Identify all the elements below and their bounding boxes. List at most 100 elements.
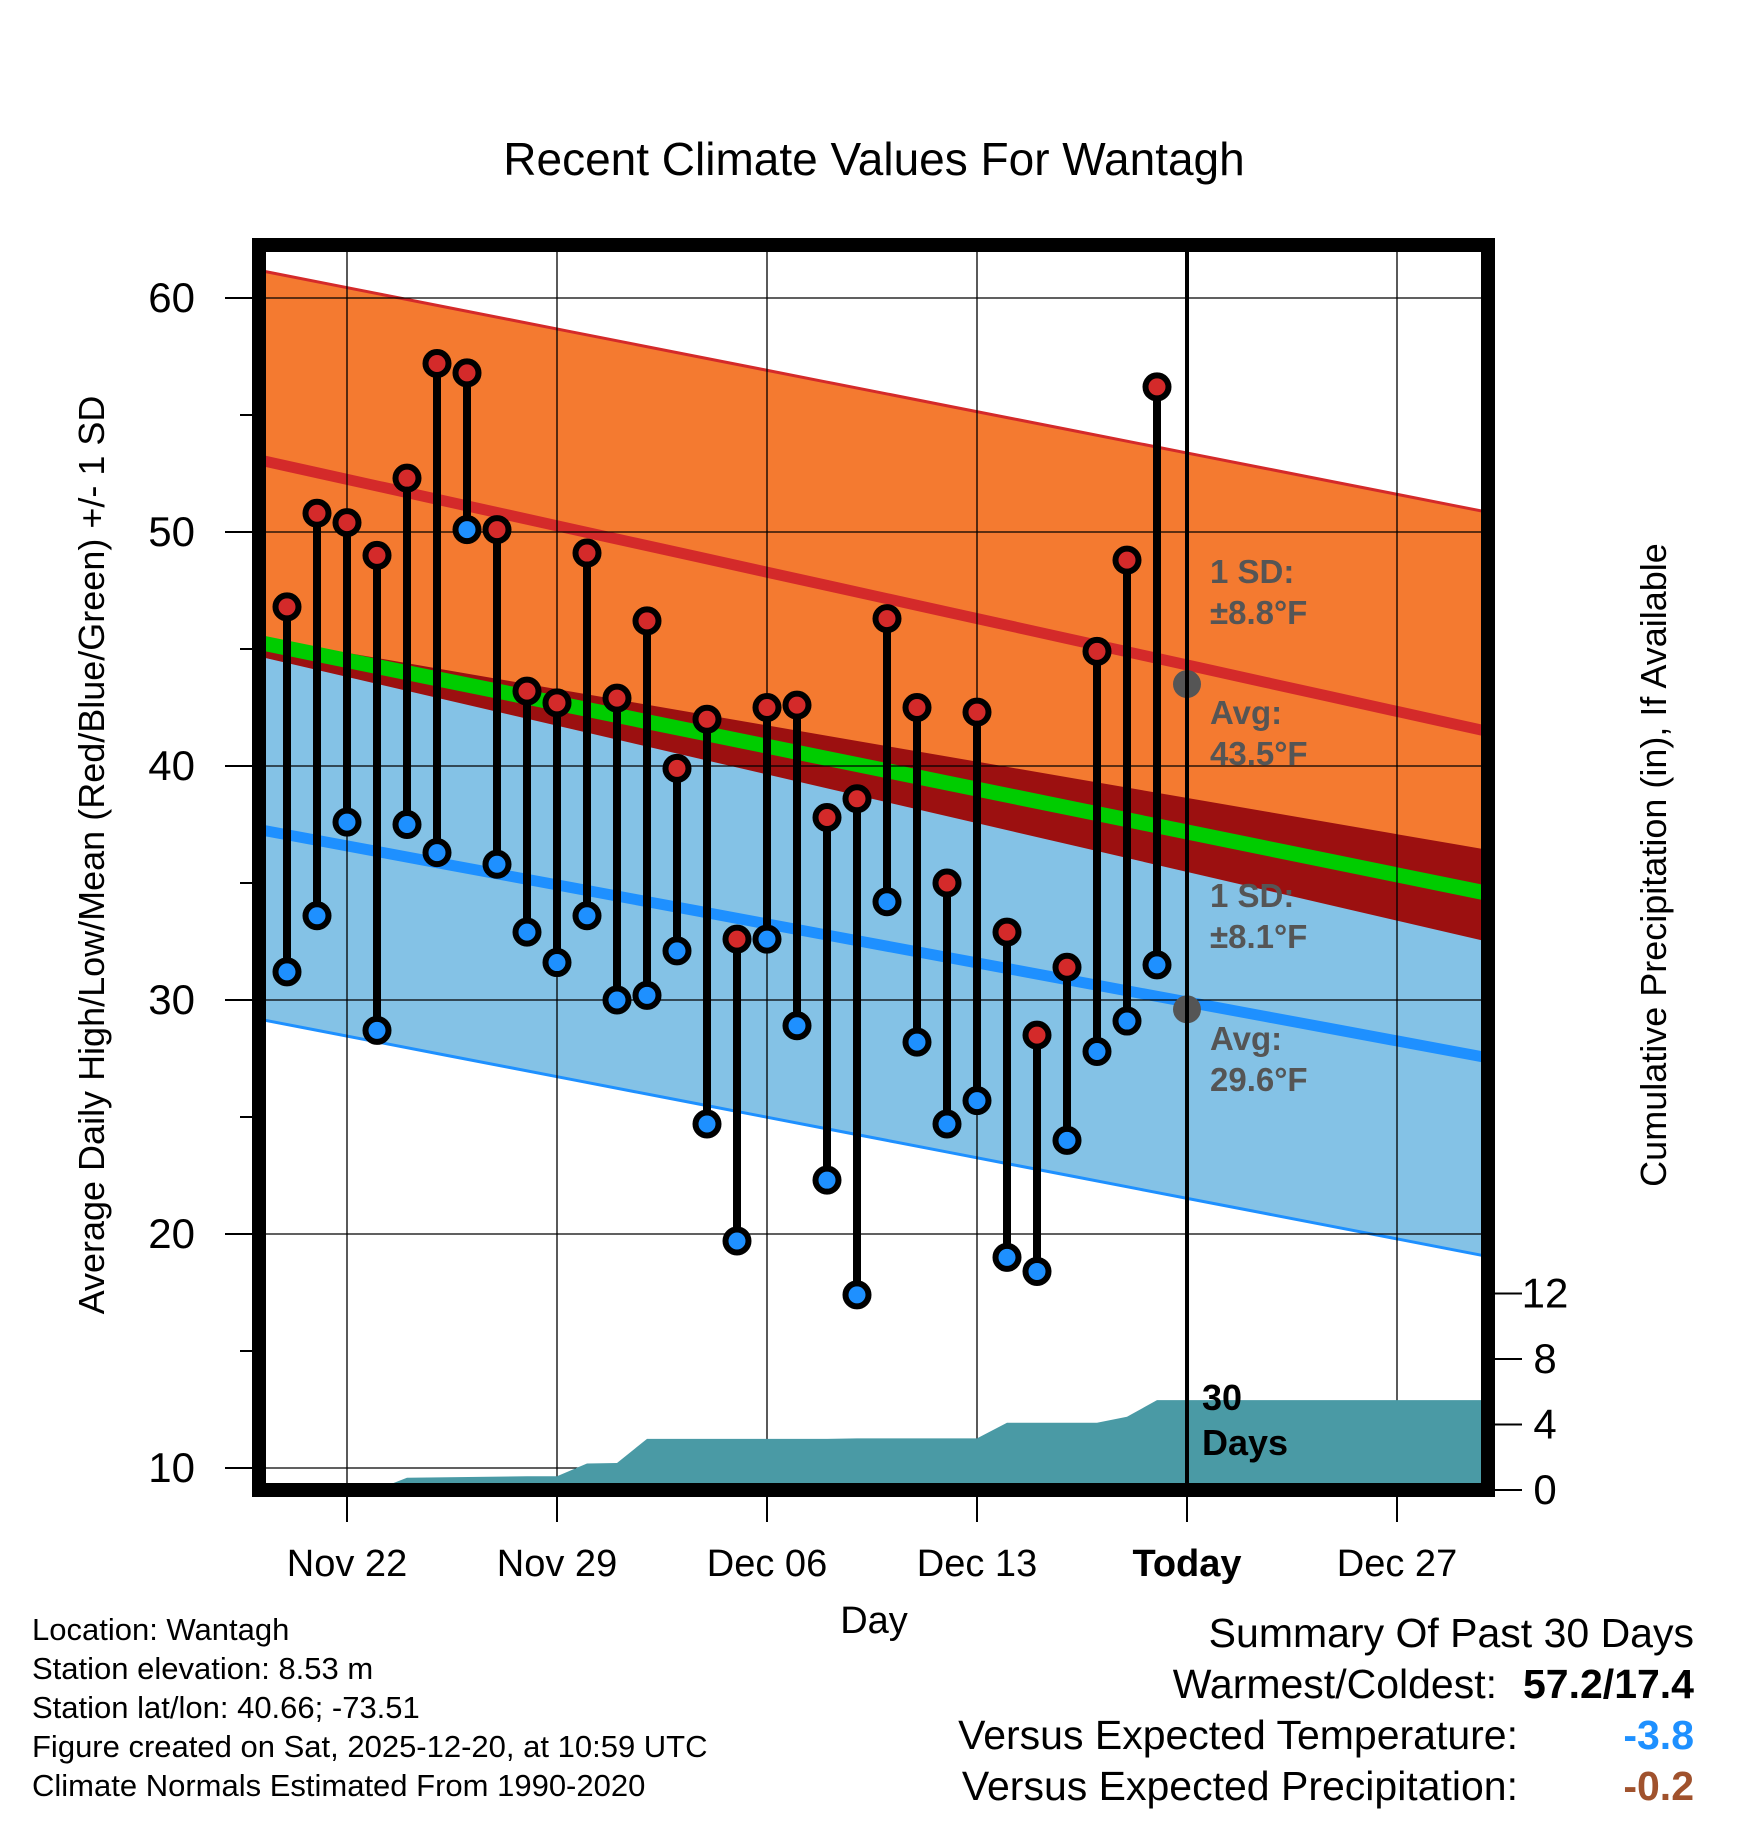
daily-high-point bbox=[512, 676, 542, 706]
daily-high-point bbox=[392, 463, 422, 493]
daily-high-point bbox=[992, 917, 1022, 947]
daily-high-point bbox=[422, 349, 452, 379]
axes: 10 20 30 40 50 60 0 4 8 12 Nov 22 Nov 29 Dec 06 Dec 1… bbox=[71, 238, 1674, 1642]
daily-high-point bbox=[362, 540, 392, 570]
summary-temp-row: Versus Expected Temperature: -3.8 bbox=[958, 1710, 1694, 1761]
daily-high-point bbox=[332, 508, 362, 538]
y-left-tick-label: 30 bbox=[148, 976, 195, 1023]
daily-high-point bbox=[572, 538, 602, 568]
daily-low-point bbox=[422, 838, 452, 868]
y-right-axis-label: Cumulative Precipitation (in), If Availa… bbox=[1633, 543, 1674, 1187]
x-tick-label: Nov 29 bbox=[497, 1543, 617, 1585]
x-tick-label: Nov 22 bbox=[287, 1543, 407, 1585]
high-sd-value: ±8.8°F bbox=[1210, 594, 1307, 631]
low-avg-value: 29.6°F bbox=[1210, 1061, 1308, 1098]
daily-low-point bbox=[992, 1242, 1022, 1272]
daily-low-point bbox=[392, 810, 422, 839]
daily-high-point bbox=[272, 592, 302, 622]
daily-low-point bbox=[1112, 1006, 1142, 1036]
daily-low-point bbox=[1082, 1036, 1112, 1066]
x-tick-label: Today bbox=[1132, 1543, 1241, 1585]
daily-low-point bbox=[782, 1011, 812, 1041]
daily-low-point bbox=[662, 936, 692, 966]
high-avg-value: 43.5°F bbox=[1210, 735, 1308, 772]
summary-panel: Summary Of Past 30 Days Warmest/Coldest:… bbox=[958, 1608, 1694, 1812]
y-left-tick-label: 60 bbox=[148, 274, 195, 321]
summary-title: Summary Of Past 30 Days bbox=[1208, 1610, 1694, 1656]
warmest-value: 57.2/17.4 bbox=[1523, 1661, 1694, 1707]
y-right-tick-label: 0 bbox=[1533, 1466, 1556, 1513]
created-text: Figure created on Sat, 2025-12-20, at 10… bbox=[32, 1729, 708, 1764]
days-label-number: 30 bbox=[1202, 1377, 1242, 1418]
normals-text: Climate Normals Estimated From 1990-2020 bbox=[32, 1768, 646, 1803]
latlon-text: Station lat/lon: 40.66; -73.51 bbox=[32, 1690, 420, 1725]
daily-low-point bbox=[602, 985, 632, 1015]
daily-low-point bbox=[632, 980, 662, 1010]
daily-high-point bbox=[872, 604, 902, 634]
daily-low-point bbox=[692, 1109, 722, 1139]
x-tick-label: Dec 06 bbox=[707, 1543, 827, 1585]
summary-precip-row: Versus Expected Precipitation: -0.2 bbox=[958, 1761, 1694, 1812]
daily-low-point bbox=[1022, 1256, 1052, 1286]
daily-high-point bbox=[842, 784, 872, 814]
high-avg-label: Avg: bbox=[1210, 694, 1282, 731]
plot-frame bbox=[252, 238, 1495, 1497]
daily-low-point bbox=[302, 901, 332, 931]
daily-low-point bbox=[812, 1165, 842, 1195]
daily-high-point bbox=[602, 683, 632, 713]
daily-high-point bbox=[902, 693, 932, 722]
cumulative-precip-area bbox=[259, 1400, 1487, 1490]
daily-high-point bbox=[632, 606, 662, 636]
x-tick-label: Dec 13 bbox=[917, 1543, 1037, 1585]
warmest-label: Warmest/Coldest: bbox=[1172, 1661, 1497, 1707]
daily-low-point bbox=[572, 901, 602, 931]
low-sd-value: ±8.1°F bbox=[1210, 918, 1307, 955]
y-right-tick-label: 4 bbox=[1533, 1401, 1556, 1448]
daily-high-point bbox=[1052, 952, 1082, 982]
daily-high-point bbox=[1082, 636, 1112, 666]
daily-low-point bbox=[332, 807, 362, 837]
daily-high-point bbox=[692, 704, 722, 734]
daily-high-point bbox=[752, 693, 782, 722]
station-info: Location: Wantagh Station elevation: 8.5… bbox=[32, 1610, 708, 1805]
daily-low-point bbox=[722, 1226, 752, 1256]
daily-high-point bbox=[782, 690, 812, 720]
y-left-axis-label: Average Daily High/Low/Mean (Red/Blue/Gr… bbox=[71, 396, 112, 1315]
daily-low-point bbox=[872, 887, 902, 917]
daily-high-point bbox=[812, 802, 842, 832]
low-sd-label: 1 SD: bbox=[1210, 877, 1294, 914]
low-sd-lower-line bbox=[259, 1017, 1488, 1259]
daily-low-point bbox=[932, 1109, 962, 1139]
location-text: Location: Wantagh bbox=[32, 1612, 290, 1647]
daily-high-point bbox=[962, 697, 992, 727]
daily-low-point bbox=[842, 1280, 872, 1310]
daily-high-point bbox=[1142, 372, 1172, 402]
daily-low-point bbox=[1052, 1125, 1082, 1155]
daily-low-point bbox=[362, 1015, 392, 1045]
elevation-text: Station elevation: 8.53 m bbox=[32, 1651, 374, 1686]
y-right-tick-label: 12 bbox=[1522, 1270, 1569, 1317]
daily-high-point bbox=[302, 498, 332, 528]
temp-value: -3.8 bbox=[1623, 1712, 1694, 1758]
high-sd-label: 1 SD: bbox=[1210, 553, 1294, 590]
daily-low-point bbox=[902, 1027, 932, 1057]
high-sd-upper-line bbox=[259, 268, 1488, 514]
y-right-tick-label: 8 bbox=[1533, 1335, 1556, 1382]
daily-low-point bbox=[752, 924, 782, 954]
y-left-tick-label: 40 bbox=[148, 742, 195, 789]
precip-value: -0.2 bbox=[1623, 1763, 1694, 1809]
daily-high-point bbox=[1022, 1020, 1052, 1050]
daily-high-point bbox=[482, 515, 512, 545]
high-sd-band bbox=[259, 270, 1488, 951]
daily-high-point bbox=[1112, 545, 1142, 575]
low-avg-label: Avg: bbox=[1210, 1020, 1282, 1057]
temp-label: Versus Expected Temperature: bbox=[958, 1712, 1518, 1758]
y-left-tick-label: 50 bbox=[148, 508, 195, 555]
y-left-tick-label: 10 bbox=[148, 1444, 195, 1491]
daily-low-point bbox=[962, 1086, 992, 1116]
x-tick-label: Dec 27 bbox=[1337, 1543, 1457, 1585]
precip-label: Versus Expected Precipitation: bbox=[961, 1763, 1518, 1809]
daily-high-point bbox=[932, 868, 962, 898]
